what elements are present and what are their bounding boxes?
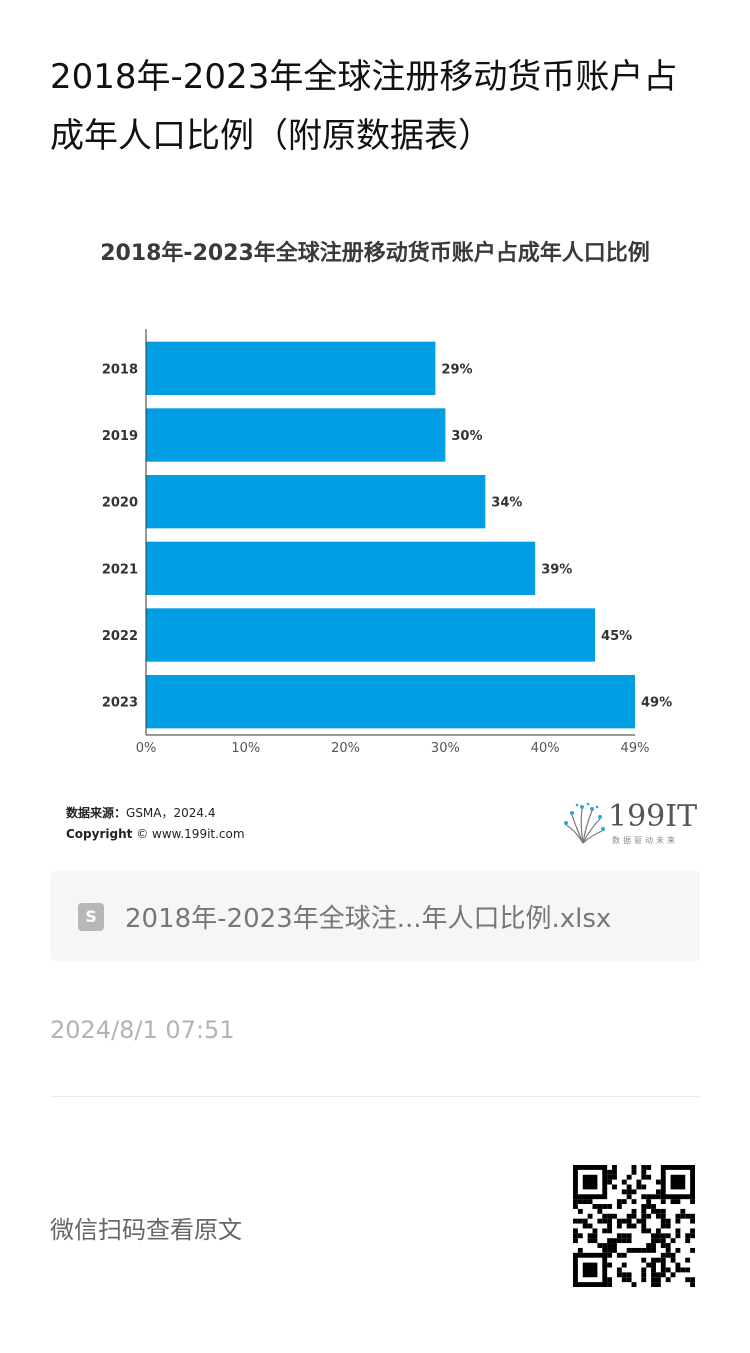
y-tick-label: 2018 <box>102 362 138 377</box>
brand-logo-text: 199IT <box>608 799 698 834</box>
x-tick-label: 20% <box>331 741 360 756</box>
x-tick-label: 40% <box>531 741 560 756</box>
divider <box>50 1096 700 1097</box>
bar-2021 <box>146 541 536 595</box>
copyright-label: Copyright <box>66 827 133 841</box>
article-title: 2018年-2023年全球注册移动货币账户占成年人口比例（附原数据表） <box>50 57 678 156</box>
qr-code-icon[interactable] <box>573 1165 695 1287</box>
data-label: 49% <box>641 696 672 711</box>
x-tick-label: 49% <box>621 741 650 756</box>
attachment-file-name[interactable]: 2018年-2023年全球注...年人口比例.xlsx <box>125 904 612 934</box>
bar-chart: 2018 29% 2019 30% 2020 34% 2021 39% 2022 45% 2023 4… <box>102 329 672 756</box>
publish-date: 2024/8/1 07:51 <box>50 1016 235 1044</box>
chart-title: 2018年-2023年全球注册移动货币账户占成年人口比例 <box>100 241 650 266</box>
x-tick-label: 30% <box>431 741 460 756</box>
source-info: 数据来源：GSMA，2024.4 Copyright © www.199it.c… <box>66 803 245 845</box>
source-text: GSMA，2024.4 <box>126 806 216 820</box>
data-label: 30% <box>451 429 482 444</box>
x-tick-label: 10% <box>231 741 260 756</box>
chart-image: 2018年-2023年全球注册移动货币账户占成年人口比例 2018 29% 2019… <box>50 205 700 860</box>
wechat-scan-text: 微信扫码查看原文 <box>50 1216 242 1244</box>
data-label: 34% <box>491 496 522 511</box>
copyright-text: © www.199it.com <box>136 827 245 841</box>
bar-2020 <box>146 475 486 529</box>
bar-2023 <box>146 675 635 729</box>
y-tick-label: 2021 <box>102 562 138 577</box>
data-label: 39% <box>541 562 572 577</box>
attachment-card[interactable]: S 2018年-2023年全球注...年人口比例.xlsx <box>50 871 700 961</box>
bar-2019 <box>146 408 446 462</box>
bar-2018 <box>146 341 436 395</box>
y-tick-label: 2020 <box>102 496 138 511</box>
bar-2022 <box>146 608 596 662</box>
y-tick-label: 2022 <box>102 629 138 644</box>
data-label: 45% <box>601 629 632 644</box>
y-tick-label: 2023 <box>102 696 138 711</box>
dandelion-logo-icon <box>564 802 605 844</box>
data-label: 29% <box>441 362 472 377</box>
x-tick-label: 0% <box>136 741 157 756</box>
source-label: 数据来源： <box>66 806 127 820</box>
spreadsheet-file-icon: S <box>78 903 104 931</box>
brand-logo: 199IT 数据驱动未来 <box>560 797 700 847</box>
y-tick-label: 2019 <box>102 429 138 444</box>
brand-slogan: 数据驱动未来 <box>612 836 678 845</box>
